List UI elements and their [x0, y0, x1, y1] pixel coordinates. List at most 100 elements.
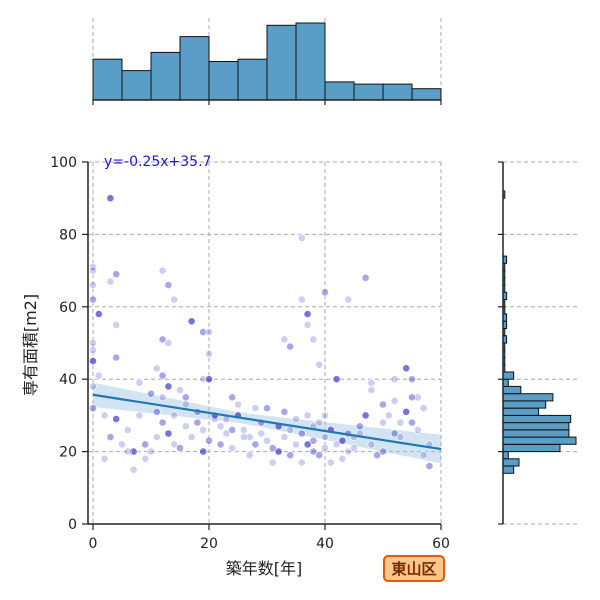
scatter-point: [408, 418, 416, 427]
scatter-point: [135, 378, 144, 387]
scatter-point: [181, 393, 190, 402]
scatter-point: [158, 418, 167, 427]
scatter-point: [228, 444, 237, 452]
scatter-point: [106, 277, 115, 286]
scatter-point: [309, 436, 318, 445]
right-hist-bar: [502, 465, 515, 474]
scatter-point: [170, 295, 179, 304]
scatter-point: [286, 342, 295, 351]
scatter-point: [338, 436, 347, 445]
scatter-point: [274, 447, 283, 456]
scatter-point: [158, 371, 167, 380]
right-hist-bar: [502, 422, 570, 431]
y-tick-label: 60: [59, 300, 77, 316]
top-histogram-bars: [92, 22, 442, 101]
scatter-point: [280, 407, 289, 416]
scatter-point: [100, 454, 109, 463]
x-tick-label: 20: [200, 536, 218, 552]
scatter-point: [170, 411, 179, 420]
scatter-point: [332, 440, 341, 449]
right-hist-bar: [502, 393, 554, 402]
top-hist-bar: [266, 24, 297, 101]
scatter-point: [309, 447, 318, 456]
scatter-point: [205, 436, 213, 445]
scatter-point: [123, 425, 132, 434]
scatter-point: [112, 353, 121, 362]
scatter-point: [205, 349, 213, 358]
scatter-point: [303, 440, 312, 449]
scatter-point: [245, 433, 254, 441]
right-hist-bar: [502, 458, 520, 467]
top-hist-bar: [121, 70, 152, 101]
scatter-point: [413, 425, 422, 434]
top-hist-bar: [237, 58, 268, 101]
x-axis-ticks: 0 20 40 60: [89, 524, 450, 552]
top-hist-bar: [179, 36, 210, 101]
top-hist-bar: [295, 22, 326, 101]
scatter-point: [106, 433, 115, 441]
right-hist-bar: [502, 378, 509, 387]
scatter-point: [147, 447, 155, 456]
right-histogram: [498, 161, 580, 525]
y-tick-label: 40: [59, 372, 77, 388]
scatter-point: [315, 360, 324, 369]
scatter-point: [176, 444, 184, 452]
scatter-point: [338, 454, 347, 463]
scatter-point: [205, 328, 213, 336]
y-tick-label: 80: [59, 227, 77, 243]
scatter-point: [326, 458, 335, 467]
scatter-point: [89, 266, 97, 275]
scatter-point: [268, 444, 277, 452]
regression-equation: y=-0.25x+35.7: [104, 154, 211, 170]
scatter-point: [315, 418, 324, 427]
scatter-point: [321, 411, 329, 420]
scatter-point: [199, 447, 208, 456]
scatter-point: [413, 393, 422, 402]
scatter-point: [379, 447, 387, 456]
scatter-point: [321, 444, 329, 452]
right-hist-bar: [502, 451, 509, 460]
scatter-point: [384, 411, 393, 420]
right-hist-bar: [502, 414, 572, 424]
scatter-point: [251, 440, 260, 449]
scatter-point: [361, 273, 370, 282]
scatter-point: [402, 407, 411, 416]
scatter-point: [118, 440, 126, 449]
scatter-point: [286, 451, 295, 460]
scatter-point: [402, 364, 411, 373]
scatter-point: [123, 447, 132, 456]
scatter-points: [89, 194, 434, 474]
scatter-point: [89, 339, 97, 347]
scatter-point: [297, 295, 306, 304]
scatter-point: [158, 393, 167, 402]
scatter-point: [408, 393, 416, 402]
scatter-point: [390, 375, 399, 384]
scatter-point: [408, 375, 416, 384]
scatter-point: [355, 422, 364, 431]
right-hist-bar: [502, 443, 561, 453]
scatter-point: [263, 436, 271, 445]
scatter-point: [152, 433, 161, 441]
scatter-point: [303, 411, 312, 420]
scatter-point: [268, 458, 277, 467]
x-tick-label: 40: [316, 536, 334, 552]
scatter-point: [135, 411, 144, 420]
scatter-point: [106, 194, 115, 203]
scatter-point: [199, 328, 208, 336]
scatter-point: [297, 234, 306, 242]
scatter-point: [419, 451, 428, 460]
top-hist-bar: [208, 61, 239, 101]
scatter-point: [112, 270, 121, 279]
scatter-point: [332, 375, 341, 384]
scatter-point: [419, 404, 428, 413]
scatter-point: [129, 465, 138, 474]
scatter-point: [181, 400, 190, 409]
scatter-point: [280, 433, 289, 441]
scatter-point: [141, 454, 150, 463]
scatter-point: [199, 425, 208, 434]
scatter-point: [239, 433, 248, 441]
right-hist-bar: [502, 429, 570, 438]
scatter-point: [344, 447, 353, 456]
scatter-point: [89, 295, 97, 304]
